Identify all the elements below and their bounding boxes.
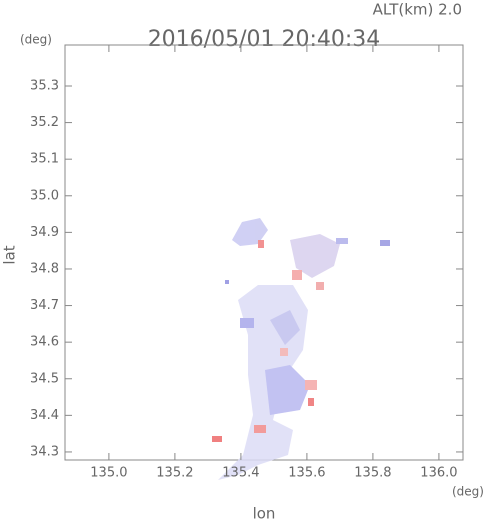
x-tick-label: 136.0: [420, 466, 457, 481]
x-unit: (deg): [452, 485, 484, 499]
y-tick-label: 34.5: [30, 371, 59, 386]
y-tick-label: 34.3: [30, 444, 59, 459]
y-tick-label: 34.6: [30, 335, 59, 350]
x-tick-label: 135.0: [90, 466, 127, 481]
x-tick-label: 135.2: [156, 466, 193, 481]
chart-title: 2016/05/01 20:40:34: [148, 27, 381, 52]
x-tick-label: 135.6: [288, 466, 325, 481]
y-tick-label: 34.4: [30, 408, 59, 423]
x-tick-label: 135.4: [222, 466, 259, 481]
x-axis-label: lon: [253, 505, 276, 521]
y-tick-label: 34.9: [30, 225, 59, 240]
y-tick-label: 34.7: [30, 298, 59, 313]
y-tick-label: 35.3: [30, 78, 59, 93]
y-tick-label: 35.1: [30, 152, 59, 167]
y-tick-label: 35.0: [30, 188, 59, 203]
y-unit: (deg): [20, 33, 52, 47]
y-tick-label: 35.2: [30, 115, 59, 130]
reflectivity-field: [212, 218, 390, 480]
y-tick-label: 34.8: [30, 261, 59, 276]
chart-subtitle: ALT(km) 2.0: [373, 1, 462, 19]
x-tick-label: 135.8: [354, 466, 391, 481]
y-axis-label: lat: [1, 245, 19, 264]
